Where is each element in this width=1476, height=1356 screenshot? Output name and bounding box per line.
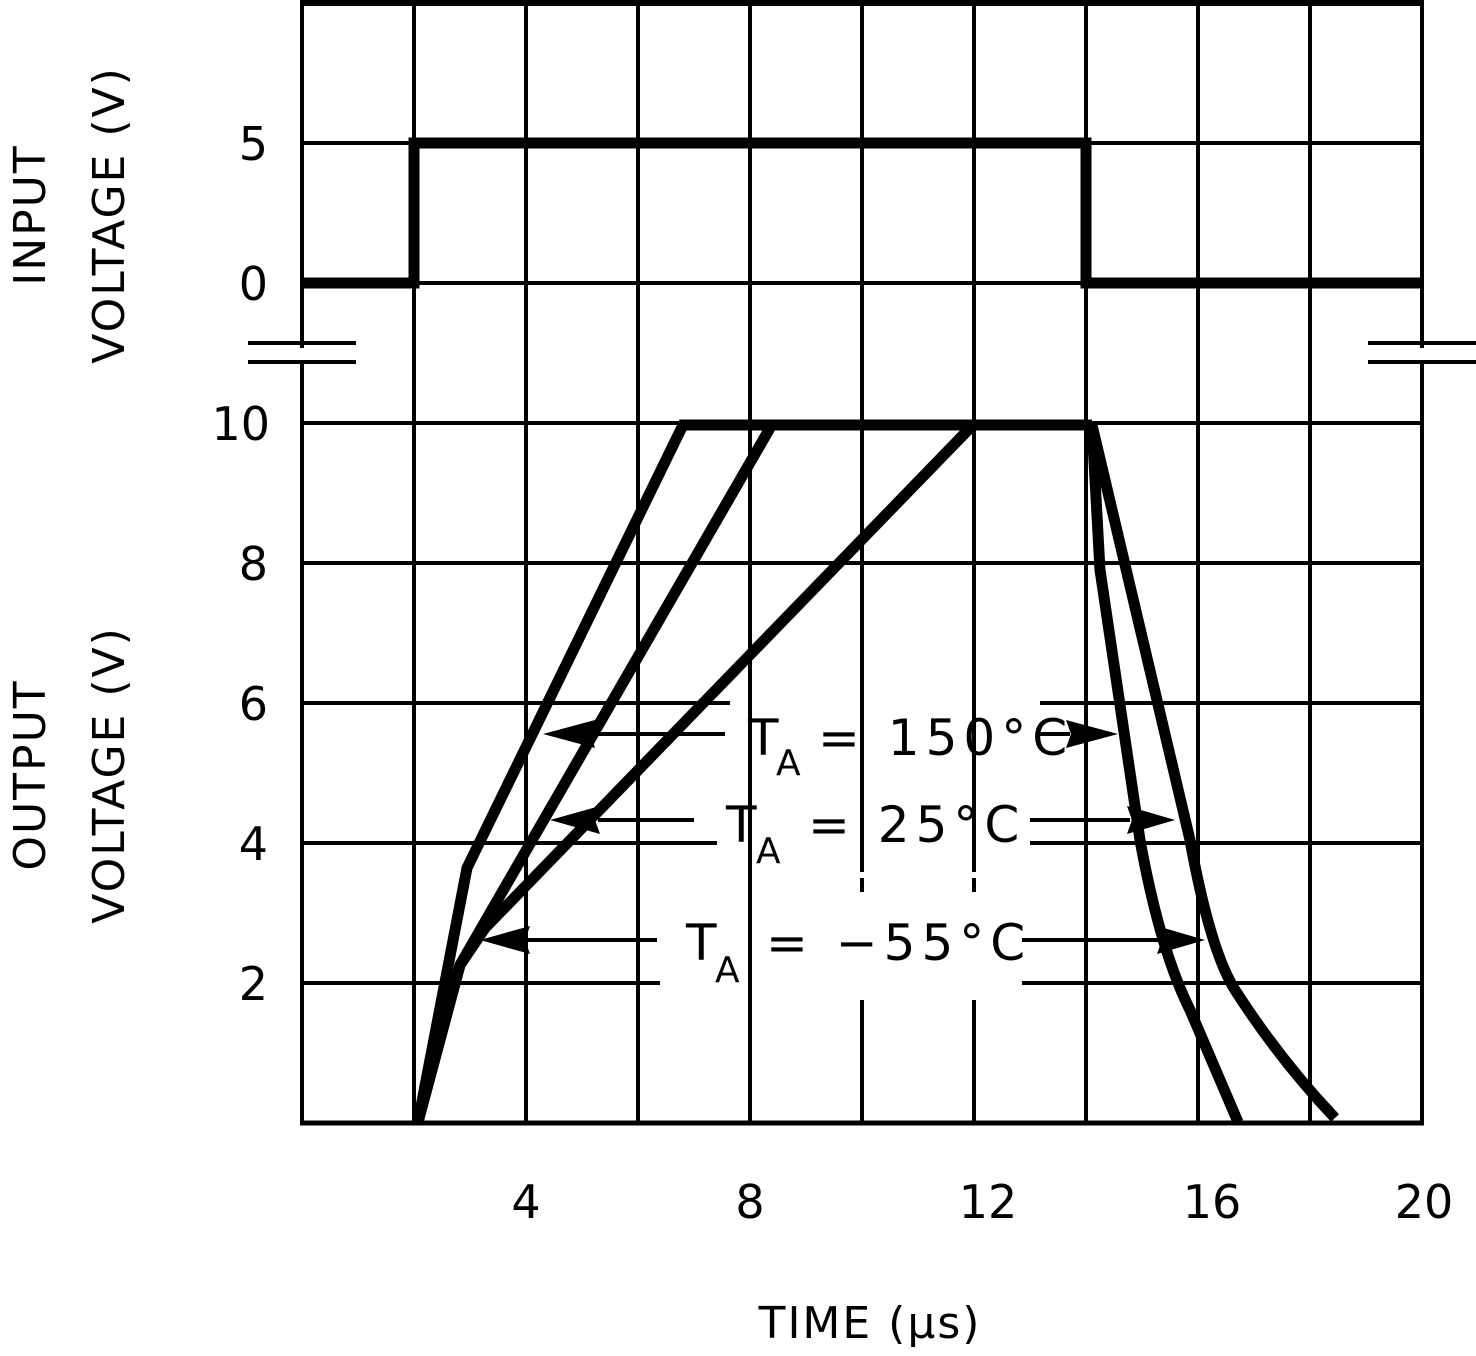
input-pulse-line <box>302 137 1422 289</box>
svg-text:4: 4 <box>239 817 268 871</box>
svg-text:0: 0 <box>239 257 268 311</box>
svg-text:VOLTAGE (V): VOLTAGE (V) <box>84 66 135 364</box>
svg-text:A: A <box>756 831 781 872</box>
svg-text:VOLTAGE (V): VOLTAGE (V) <box>84 626 135 924</box>
arrow-m55c-left <box>480 926 657 954</box>
axis-break-left <box>248 341 356 364</box>
svg-text:8: 8 <box>735 1175 764 1229</box>
arrow-150c-left <box>543 720 725 748</box>
output-curve-m55c-rise <box>412 424 974 1124</box>
svg-text:10: 10 <box>211 397 270 451</box>
svg-text:INPUT: INPUT <box>5 144 56 286</box>
output-curve-fall-slow <box>1086 423 1339 1122</box>
svg-text:12: 12 <box>959 1175 1018 1229</box>
input-y-ticks: 5 0 <box>239 117 268 311</box>
annotation-150c: T A = 150°C <box>747 709 1073 784</box>
svg-text:4: 4 <box>511 1175 540 1229</box>
annotation-m55c: T A = −55°C <box>685 914 1031 991</box>
output-curve-150c-rise <box>412 419 1092 1124</box>
output-y-axis-title: OUTPUT VOLTAGE (V) <box>5 626 135 924</box>
svg-text:2: 2 <box>239 957 268 1011</box>
svg-text:= −55°C: = −55°C <box>766 914 1031 972</box>
svg-text:16: 16 <box>1183 1175 1242 1229</box>
svg-text:T: T <box>747 709 785 767</box>
svg-text:A: A <box>715 950 740 991</box>
svg-text:A: A <box>776 743 801 784</box>
arrow-m55c-right <box>1022 926 1205 954</box>
axis-break-right <box>1368 341 1476 364</box>
svg-text:T: T <box>685 914 723 972</box>
x-axis-title: TIME (µs) <box>758 1298 982 1349</box>
arrow-25c-right <box>1030 806 1175 834</box>
svg-text:= 150°C: = 150°C <box>818 709 1073 767</box>
annotation-25c: T A = 25°C <box>725 796 1025 872</box>
svg-text:T: T <box>725 796 763 854</box>
svg-text:OUTPUT: OUTPUT <box>5 679 56 870</box>
arrow-25c-left <box>550 806 694 834</box>
input-y-axis-title: INPUT VOLTAGE (V) <box>5 66 135 364</box>
svg-text:20: 20 <box>1395 1175 1454 1229</box>
svg-text:= 25°C: = 25°C <box>808 796 1025 854</box>
arrow-150c-right <box>1038 720 1118 748</box>
svg-text:6: 6 <box>239 677 268 731</box>
output-y-ticks: 10 8 6 4 2 <box>211 397 270 1011</box>
svg-text:5: 5 <box>239 117 268 171</box>
output-curve-25c-rise <box>412 425 775 1124</box>
x-ticks: 4 8 12 16 20 <box>511 1175 1453 1229</box>
svg-text:8: 8 <box>239 537 268 591</box>
